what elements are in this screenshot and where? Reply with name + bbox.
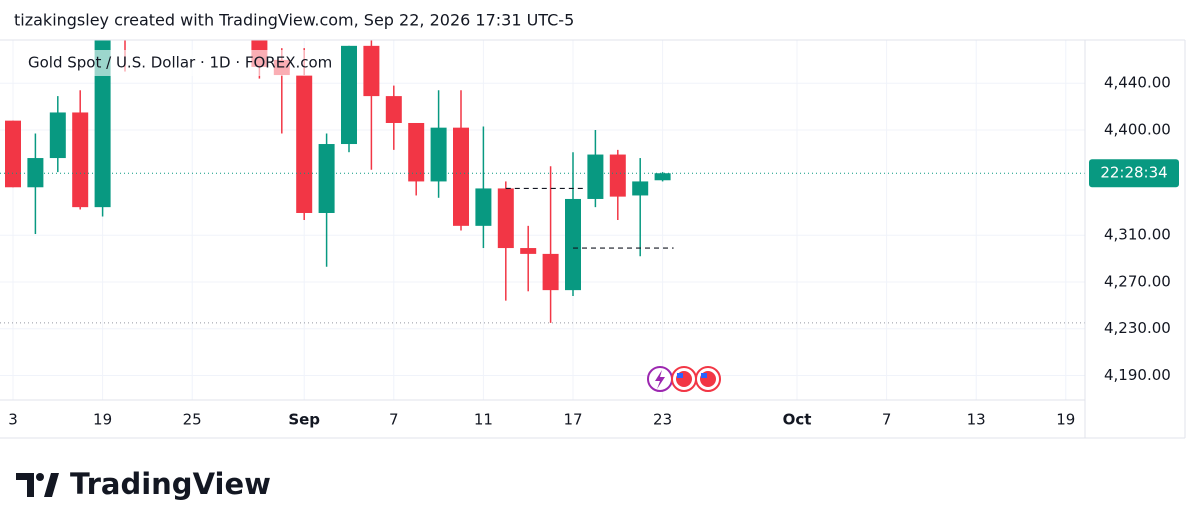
candle-body	[632, 181, 649, 196]
candle-body	[363, 45, 380, 97]
candle-body	[654, 173, 671, 181]
plot	[0, 40, 1085, 324]
candle-body	[408, 122, 425, 182]
logo-text: TradingView	[70, 467, 271, 501]
candle-body	[296, 75, 313, 213]
y-tick-label: 4,190.00	[1104, 366, 1171, 384]
candle-body	[497, 188, 514, 249]
x-tick-label: 7	[389, 411, 399, 429]
x-tick-label: 3	[8, 411, 18, 429]
logo-mark	[44, 473, 59, 497]
x-tick-label: 19	[93, 411, 112, 429]
x-tick-label: Oct	[783, 411, 812, 429]
x-tick-label: 13	[967, 411, 986, 429]
x-tick-label: 25	[183, 411, 202, 429]
y-tick-label: 4,310.00	[1104, 226, 1171, 244]
logo-mark	[16, 473, 34, 497]
candle-body	[565, 198, 581, 291]
candle-body	[49, 112, 66, 159]
y-tick-label: 4,400.00	[1104, 121, 1171, 139]
candle-body	[5, 120, 21, 188]
candle-body	[609, 154, 626, 197]
candle-body	[475, 188, 492, 226]
credit: tizakingsley created with TradingView.co…	[14, 11, 574, 30]
flag-canton	[701, 373, 707, 378]
logo-mark	[36, 473, 44, 481]
candle-body	[27, 158, 44, 188]
x-tick-label: Sep	[288, 411, 320, 429]
candle-body	[94, 40, 111, 208]
candle-body	[318, 144, 335, 213]
y-tick-label: 4,270.00	[1104, 272, 1171, 290]
x-tick-label: 17	[563, 411, 582, 429]
countdown: 22:28:34	[1100, 164, 1167, 182]
lightning	[655, 370, 665, 389]
candle-body	[520, 248, 537, 254]
legend-title: Gold Spot / U.S. Dollar · 1D · FOREX.com	[28, 54, 332, 72]
x-tick-label: 19	[1056, 411, 1075, 429]
candle-body	[542, 253, 559, 291]
candle-body	[453, 127, 469, 226]
candle-body	[587, 154, 604, 199]
flag-canton	[677, 373, 683, 378]
grid	[0, 40, 1085, 400]
x-tick-label: 7	[882, 411, 892, 429]
y-tick-label: 4,230.00	[1104, 319, 1171, 337]
last-price-tag	[1089, 159, 1179, 188]
x-tick-label: 11	[474, 411, 493, 429]
y-tick-label: 4,440.00	[1104, 74, 1171, 92]
x-tick-label: 23	[653, 411, 672, 429]
legend-bg	[22, 50, 340, 76]
candle-body	[341, 45, 357, 145]
event-icons[interactable]	[647, 366, 721, 392]
logo[interactable]: TradingView	[16, 467, 271, 501]
candle-body	[385, 96, 402, 123]
candle-body	[72, 112, 89, 208]
candle-body	[430, 127, 447, 182]
